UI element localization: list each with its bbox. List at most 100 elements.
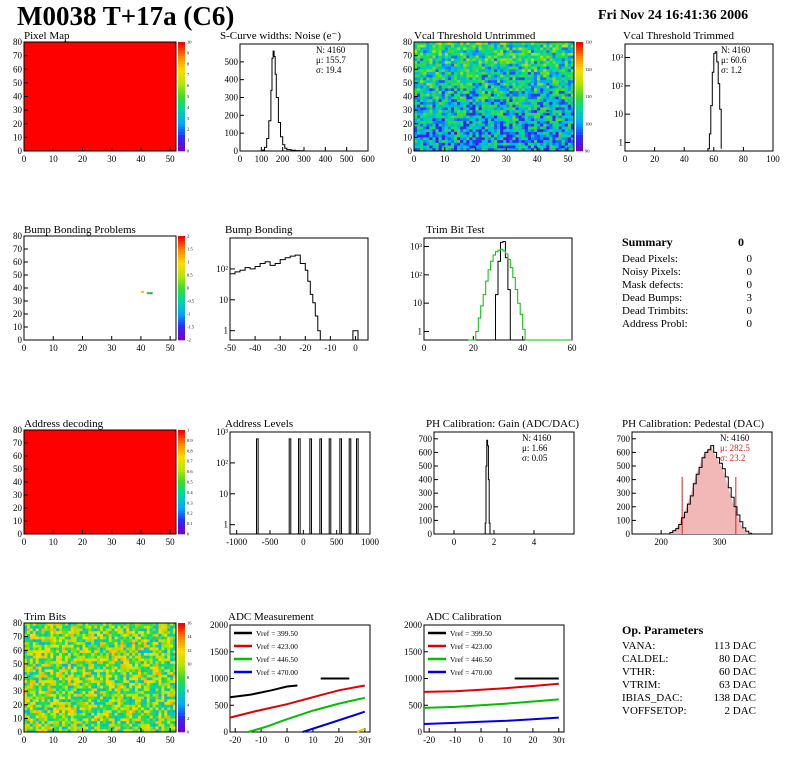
heatmap-cell bbox=[126, 712, 130, 716]
heatmap-cell bbox=[515, 126, 519, 130]
heatmap-cell bbox=[441, 99, 446, 103]
heatmap-cell bbox=[97, 663, 101, 667]
heatmap-cell bbox=[35, 650, 39, 654]
heatmap-cell bbox=[450, 126, 455, 130]
heatmap-cell bbox=[79, 693, 83, 697]
heatmap-cell bbox=[146, 647, 150, 651]
heatmap-cell bbox=[123, 677, 127, 681]
heatmap-cell bbox=[490, 134, 495, 138]
heatmap-cell bbox=[512, 55, 516, 59]
heatmap-cell bbox=[469, 140, 473, 144]
heatmap-cell bbox=[135, 674, 139, 678]
heatmap-cell bbox=[67, 633, 72, 637]
heatmap-cell bbox=[435, 112, 439, 116]
heatmap-cell bbox=[149, 642, 153, 646]
heatmap-cell bbox=[420, 69, 424, 73]
heatmap-cell bbox=[135, 693, 139, 697]
palette-swatch bbox=[576, 112, 583, 116]
heatmap-cell bbox=[44, 661, 48, 665]
heatmap-cell bbox=[417, 61, 421, 65]
heatmap-cell bbox=[475, 82, 479, 86]
heatmap-cell bbox=[487, 74, 492, 78]
heatmap-cell bbox=[435, 104, 439, 108]
heatmap-cell bbox=[435, 55, 439, 59]
heatmap-cell bbox=[543, 61, 547, 65]
heatmap-cell bbox=[38, 652, 42, 656]
heatmap-cell bbox=[417, 112, 421, 116]
heatmap-cell bbox=[138, 636, 142, 640]
chart-bump-problems: -2-1.5-1-0.500.511.520 10 20 30 40 5001020304… bbox=[13, 231, 195, 353]
heatmap-cell bbox=[88, 710, 92, 714]
heatmap-cell bbox=[88, 726, 92, 730]
heatmap-cell bbox=[457, 55, 461, 59]
heatmap-cell bbox=[32, 691, 36, 695]
heatmap-cell bbox=[438, 137, 442, 141]
heatmap-cell bbox=[149, 688, 153, 692]
heatmap-cell bbox=[129, 639, 133, 643]
heatmap-cell bbox=[82, 704, 86, 708]
heatmap-cell bbox=[463, 126, 467, 130]
heatmap-cell bbox=[509, 118, 513, 122]
heatmap-cell bbox=[129, 712, 133, 716]
heatmap-cell bbox=[38, 669, 42, 673]
heatmap-cell bbox=[564, 104, 569, 108]
heatmap-cell bbox=[564, 123, 569, 127]
heatmap-cell bbox=[100, 685, 104, 689]
heatmap-cell bbox=[59, 710, 63, 714]
op-param-label: VTRIM: bbox=[622, 679, 661, 691]
heatmap-cell bbox=[56, 655, 60, 659]
heatmap-cell bbox=[506, 85, 510, 89]
y-tick-label: 400 bbox=[225, 75, 239, 85]
plot-frame bbox=[423, 237, 573, 341]
heatmap-cell bbox=[143, 642, 148, 646]
heatmap-cell bbox=[552, 93, 556, 97]
heatmap-cell bbox=[146, 636, 150, 640]
heatmap-cell bbox=[105, 639, 110, 643]
heatmap-cell bbox=[481, 140, 486, 144]
heatmap-cell bbox=[558, 142, 562, 146]
palette-swatch bbox=[178, 458, 185, 462]
heatmap-cell bbox=[534, 110, 538, 114]
heatmap-cell bbox=[32, 644, 36, 648]
heatmap-cell bbox=[546, 145, 550, 149]
heatmap-cell bbox=[129, 704, 133, 708]
heatmap-cell bbox=[546, 96, 550, 100]
heatmap-cell bbox=[44, 710, 48, 714]
heatmap-cell bbox=[105, 712, 110, 716]
heatmap-cell bbox=[543, 101, 547, 105]
palette-swatch bbox=[576, 44, 583, 48]
heatmap-cell bbox=[35, 726, 39, 730]
heatmap-cell bbox=[143, 729, 148, 733]
heatmap-cell bbox=[444, 134, 449, 138]
heatmap-cell bbox=[457, 118, 461, 122]
palette-swatch bbox=[178, 658, 185, 662]
heatmap-cell bbox=[484, 140, 489, 144]
heatmap-cell bbox=[500, 99, 504, 103]
heatmap-cell bbox=[460, 47, 464, 51]
heatmap-cell bbox=[105, 636, 110, 640]
y-tick-label: 300 bbox=[419, 488, 433, 498]
heatmap-cell bbox=[32, 674, 36, 678]
heatmap-cell bbox=[114, 650, 118, 654]
palette-swatch bbox=[178, 623, 185, 627]
heatmap-cell bbox=[561, 110, 566, 114]
palette-tick-label: 130 bbox=[585, 40, 593, 45]
stats-entry: σ: 19.4 bbox=[316, 65, 342, 75]
heatmap-cell bbox=[444, 88, 449, 92]
heatmap-cell bbox=[558, 93, 562, 97]
heatmap-cell bbox=[29, 704, 34, 708]
heatmap-cell bbox=[426, 93, 430, 97]
heatmap-cell bbox=[420, 61, 424, 65]
heatmap-cell bbox=[534, 99, 538, 103]
heatmap-cell bbox=[138, 666, 142, 670]
heatmap-cell bbox=[447, 71, 452, 75]
heatmap-cell bbox=[135, 647, 139, 651]
heatmap-cell bbox=[450, 71, 455, 75]
heatmap-cell bbox=[515, 129, 519, 133]
heatmap-cell bbox=[76, 721, 80, 725]
heatmap-cell bbox=[114, 677, 118, 681]
summary-row-value: 0 bbox=[746, 266, 753, 278]
heatmap-cell bbox=[435, 50, 439, 54]
heatmap-cell bbox=[146, 631, 150, 635]
heatmap-cell bbox=[454, 99, 458, 103]
